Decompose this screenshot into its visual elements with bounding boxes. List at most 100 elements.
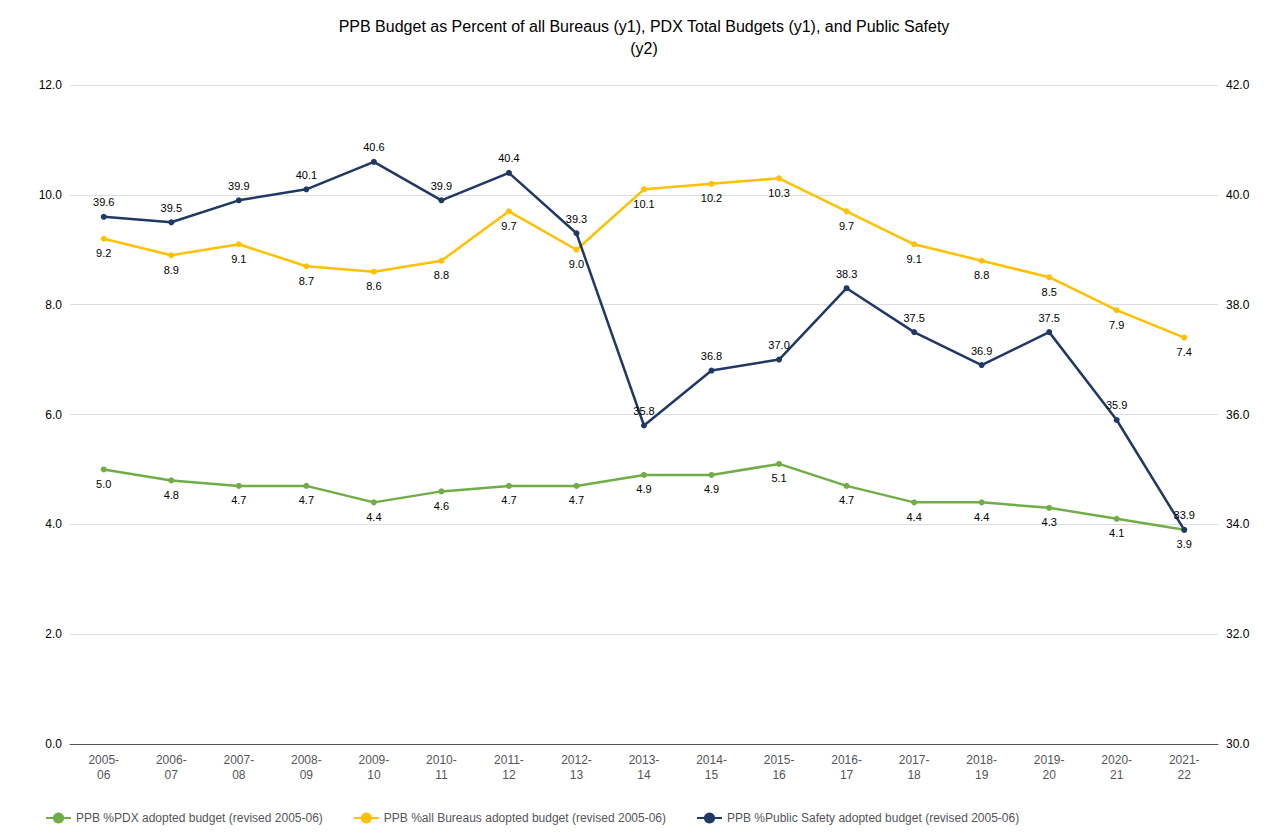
svg-text:2013-: 2013- bbox=[629, 753, 660, 767]
svg-text:9.1: 9.1 bbox=[231, 253, 246, 265]
svg-text:5.0: 5.0 bbox=[96, 478, 111, 490]
svg-text:20: 20 bbox=[1042, 768, 1056, 782]
svg-text:40.0: 40.0 bbox=[1226, 188, 1250, 202]
svg-text:2017-: 2017- bbox=[899, 753, 930, 767]
svg-text:8.7: 8.7 bbox=[299, 275, 314, 287]
svg-text:2005-: 2005- bbox=[88, 753, 119, 767]
svg-text:22: 22 bbox=[1178, 768, 1192, 782]
svg-text:38.3: 38.3 bbox=[836, 268, 857, 280]
svg-text:2009-: 2009- bbox=[359, 753, 390, 767]
svg-text:7.4: 7.4 bbox=[1177, 346, 1192, 358]
svg-text:2020-: 2020- bbox=[1101, 753, 1132, 767]
svg-text:4.7: 4.7 bbox=[299, 494, 314, 506]
svg-text:2018-: 2018- bbox=[966, 753, 997, 767]
svg-text:42.0: 42.0 bbox=[1226, 78, 1250, 92]
svg-text:8.9: 8.9 bbox=[164, 264, 179, 276]
svg-text:4.4: 4.4 bbox=[974, 511, 989, 523]
svg-text:2014-: 2014- bbox=[696, 753, 727, 767]
svg-text:14: 14 bbox=[637, 768, 651, 782]
svg-text:PPB %all Bureaus adopted budge: PPB %all Bureaus adopted budget (revised… bbox=[384, 811, 666, 825]
svg-text:16: 16 bbox=[772, 768, 786, 782]
svg-text:2010-: 2010- bbox=[426, 753, 457, 767]
svg-text:2007-: 2007- bbox=[223, 753, 254, 767]
svg-text:9.2: 9.2 bbox=[96, 247, 111, 259]
svg-text:10.3: 10.3 bbox=[768, 187, 789, 199]
svg-text:37.5: 37.5 bbox=[1038, 312, 1059, 324]
svg-text:39.3: 39.3 bbox=[566, 213, 587, 225]
svg-text:10.2: 10.2 bbox=[701, 192, 722, 204]
svg-text:5.1: 5.1 bbox=[771, 472, 786, 484]
svg-text:37.5: 37.5 bbox=[903, 312, 924, 324]
svg-text:13: 13 bbox=[570, 768, 584, 782]
svg-text:9.0: 9.0 bbox=[569, 258, 584, 270]
svg-text:2015-: 2015- bbox=[764, 753, 795, 767]
svg-text:10: 10 bbox=[367, 768, 381, 782]
svg-text:36.0: 36.0 bbox=[1226, 408, 1250, 422]
svg-text:4.4: 4.4 bbox=[906, 511, 921, 523]
svg-text:39.6: 39.6 bbox=[93, 196, 114, 208]
svg-text:36.9: 36.9 bbox=[971, 345, 992, 357]
svg-text:18: 18 bbox=[907, 768, 921, 782]
svg-text:9.7: 9.7 bbox=[839, 220, 854, 232]
svg-text:19: 19 bbox=[975, 768, 989, 782]
svg-text:8.6: 8.6 bbox=[366, 280, 381, 292]
svg-text:2019-: 2019- bbox=[1034, 753, 1065, 767]
svg-text:8.0: 8.0 bbox=[45, 298, 62, 312]
svg-text:40.1: 40.1 bbox=[296, 169, 317, 181]
svg-text:36.8: 36.8 bbox=[701, 350, 722, 362]
svg-text:35.9: 35.9 bbox=[1106, 399, 1127, 411]
svg-text:10.1: 10.1 bbox=[633, 198, 654, 210]
svg-text:2.0: 2.0 bbox=[45, 627, 62, 641]
svg-text:8.8: 8.8 bbox=[434, 269, 449, 281]
svg-text:4.1: 4.1 bbox=[1109, 527, 1124, 539]
svg-text:30.0: 30.0 bbox=[1226, 737, 1250, 751]
svg-text:0.0: 0.0 bbox=[45, 737, 62, 751]
svg-text:34.0: 34.0 bbox=[1226, 517, 1250, 531]
svg-text:(y2): (y2) bbox=[630, 40, 658, 57]
svg-text:4.8: 4.8 bbox=[164, 489, 179, 501]
svg-text:4.9: 4.9 bbox=[704, 483, 719, 495]
svg-text:39.9: 39.9 bbox=[228, 180, 249, 192]
svg-text:4.6: 4.6 bbox=[434, 500, 449, 512]
svg-text:4.7: 4.7 bbox=[231, 494, 246, 506]
svg-text:10.0: 10.0 bbox=[39, 188, 63, 202]
svg-text:11: 11 bbox=[435, 768, 448, 782]
svg-text:3.9: 3.9 bbox=[1177, 538, 1192, 550]
svg-text:33.9: 33.9 bbox=[1174, 509, 1195, 521]
svg-text:PPB Budget as Percent of all B: PPB Budget as Percent of all Bureaus (y1… bbox=[339, 18, 950, 35]
svg-text:06: 06 bbox=[97, 768, 111, 782]
svg-text:07: 07 bbox=[165, 768, 179, 782]
svg-text:2008-: 2008- bbox=[291, 753, 322, 767]
svg-text:2012-: 2012- bbox=[561, 753, 592, 767]
svg-text:17: 17 bbox=[840, 768, 854, 782]
svg-text:9.7: 9.7 bbox=[501, 220, 516, 232]
svg-text:8.8: 8.8 bbox=[974, 269, 989, 281]
svg-text:39.5: 39.5 bbox=[161, 202, 182, 214]
svg-text:8.5: 8.5 bbox=[1042, 286, 1057, 298]
svg-text:40.6: 40.6 bbox=[363, 141, 384, 153]
svg-text:12: 12 bbox=[502, 768, 516, 782]
svg-text:4.7: 4.7 bbox=[501, 494, 516, 506]
svg-text:4.3: 4.3 bbox=[1042, 516, 1057, 528]
svg-text:2006-: 2006- bbox=[156, 753, 187, 767]
svg-text:2011-: 2011- bbox=[494, 753, 524, 767]
svg-text:7.9: 7.9 bbox=[1109, 319, 1124, 331]
svg-text:38.0: 38.0 bbox=[1226, 298, 1250, 312]
svg-text:37.0: 37.0 bbox=[768, 339, 789, 351]
svg-text:21: 21 bbox=[1110, 768, 1124, 782]
svg-text:PPB %Public Safety adopted bud: PPB %Public Safety adopted budget (revis… bbox=[727, 811, 1019, 825]
svg-text:2021-: 2021- bbox=[1169, 753, 1200, 767]
svg-text:4.9: 4.9 bbox=[636, 483, 651, 495]
svg-text:40.4: 40.4 bbox=[498, 152, 519, 164]
svg-text:09: 09 bbox=[300, 768, 314, 782]
svg-text:2016-: 2016- bbox=[831, 753, 862, 767]
svg-text:PPB %PDX adopted budget (revis: PPB %PDX adopted budget (revised 2005-06… bbox=[76, 811, 323, 825]
svg-text:4.4: 4.4 bbox=[366, 511, 381, 523]
svg-text:35.8: 35.8 bbox=[633, 405, 654, 417]
svg-text:6.0: 6.0 bbox=[45, 408, 62, 422]
svg-text:15: 15 bbox=[705, 768, 719, 782]
svg-text:4.7: 4.7 bbox=[839, 494, 854, 506]
svg-text:39.9: 39.9 bbox=[431, 180, 452, 192]
svg-text:4.0: 4.0 bbox=[45, 517, 62, 531]
svg-text:12.0: 12.0 bbox=[39, 78, 63, 92]
